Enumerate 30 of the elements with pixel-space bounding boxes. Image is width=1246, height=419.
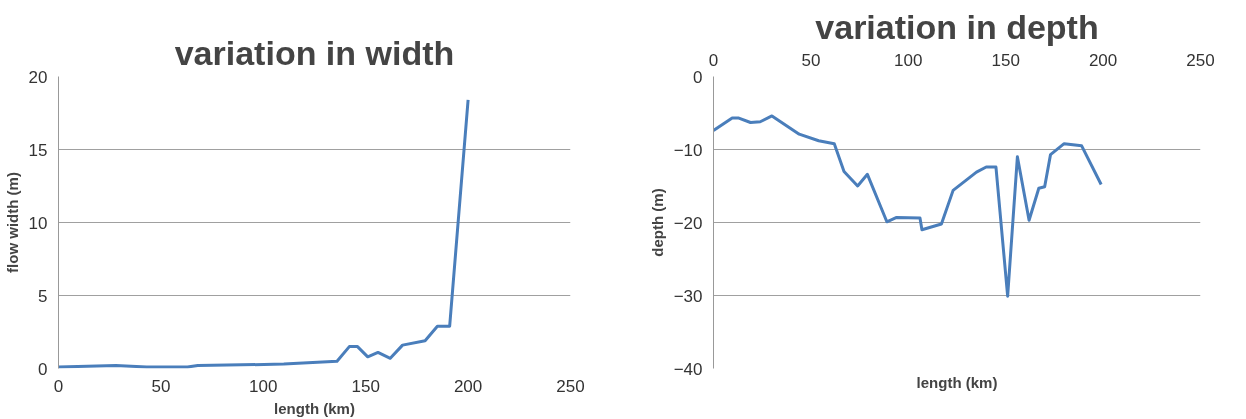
y-tick-label: 0 [38, 359, 48, 379]
y-tick-label: −20 [673, 213, 703, 233]
y-axis-title: depth (m) [648, 188, 666, 257]
x-tick-label: 50 [801, 50, 821, 70]
x-tick-label: 100 [894, 50, 923, 70]
y-tick-label: 5 [38, 286, 48, 306]
y-tick-label: −40 [673, 359, 703, 379]
y-tick-label: 0 [693, 67, 703, 87]
x-axis-title: length (km) [916, 373, 998, 391]
x-tick-label: 200 [453, 376, 483, 396]
y-tick-label: −30 [673, 286, 703, 306]
chart-title: variation in depth [815, 7, 1099, 46]
y-tick-label: −10 [673, 140, 703, 160]
y-tick-label: 10 [28, 213, 48, 233]
y-tick-label: 20 [28, 67, 48, 87]
x-tick-label: 0 [708, 50, 719, 70]
x-tick-label: 200 [1088, 50, 1118, 70]
x-tick-label: 150 [991, 50, 1020, 70]
chart-title: variation in width [174, 33, 455, 72]
x-tick-label: 100 [249, 376, 278, 396]
line-series [713, 114, 1103, 298]
y-tick-label: 15 [28, 140, 48, 160]
x-tick-label: 0 [53, 376, 64, 396]
x-tick-label: 150 [351, 376, 380, 396]
x-tick-label: 250 [1186, 50, 1215, 70]
x-tick-label: 250 [556, 376, 585, 396]
x-axis-title: length (km) [274, 399, 355, 417]
y-axis-title: flow width (m) [3, 172, 21, 273]
line-series [58, 98, 470, 369]
x-tick-label: 50 [151, 376, 171, 396]
